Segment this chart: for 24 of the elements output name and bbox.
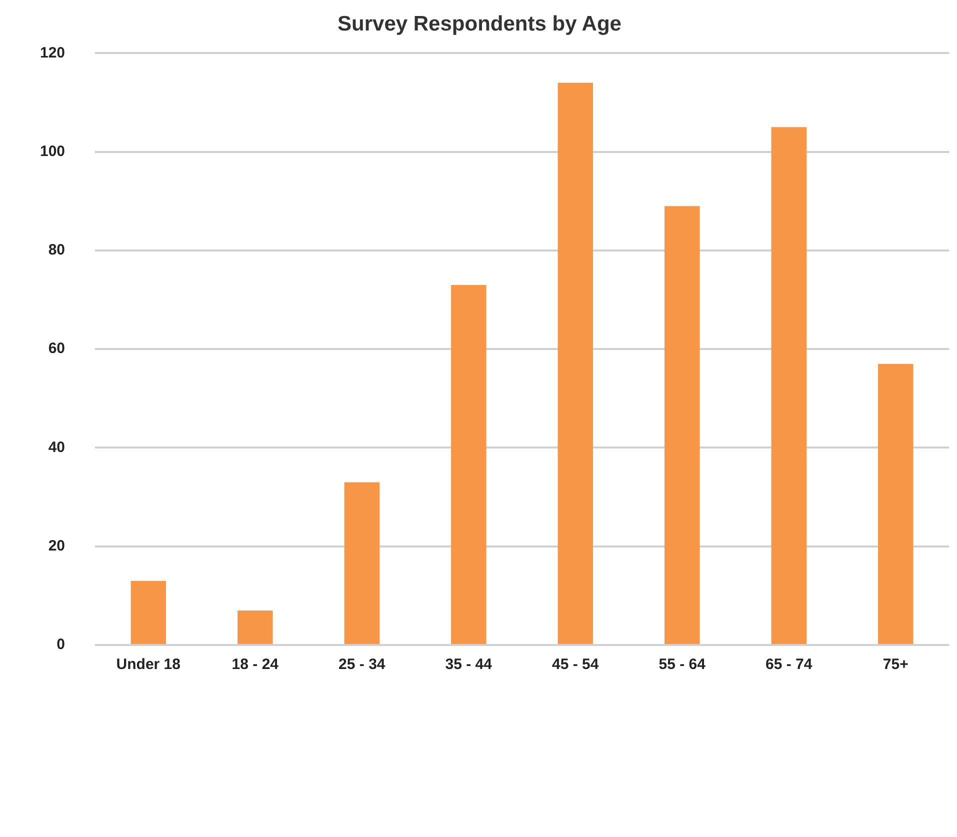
x-tick-label: 65 - 74: [766, 656, 813, 674]
bar: [878, 364, 914, 644]
bar: [344, 482, 380, 644]
bar: [558, 82, 593, 644]
bar: [664, 206, 700, 644]
bar: [238, 610, 273, 644]
x-tick-label: 35 - 44: [445, 656, 493, 674]
x-tick-label: 75+: [882, 656, 909, 674]
y-tick-label: 120: [40, 44, 66, 62]
y-tick-label: 100: [40, 142, 66, 160]
x-tick-label: 45 - 54: [552, 656, 600, 674]
bar: [451, 284, 486, 644]
y-tick-label: 80: [48, 242, 66, 259]
y-tick-label: 60: [48, 340, 66, 358]
chart-title: Survey Respondents by Age: [338, 12, 622, 36]
bar: [771, 127, 806, 644]
x-tick-label: 55 - 64: [658, 656, 706, 674]
bar: [130, 580, 166, 644]
y-tick-label: 20: [48, 538, 66, 555]
x-tick-label: 18 - 24: [232, 656, 280, 674]
x-tick-label: 25 - 34: [338, 656, 386, 674]
x-tick-label: Under 18: [116, 656, 180, 674]
y-tick-label: 0: [56, 636, 66, 654]
y-tick-label: 40: [48, 438, 66, 456]
